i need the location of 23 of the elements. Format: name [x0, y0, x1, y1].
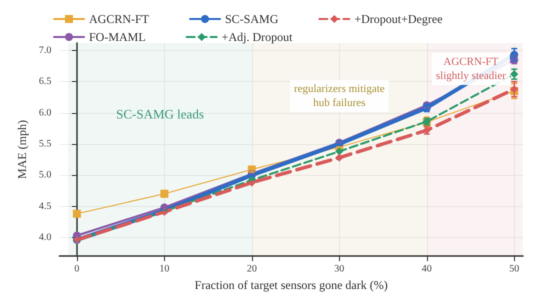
- legend-label: SC-SAMG: [225, 12, 279, 26]
- x-tick-label: 20: [246, 264, 257, 275]
- legend-label: FO-MAML: [89, 30, 146, 44]
- legend-label: AGCRN-FT: [89, 12, 150, 26]
- band-label: AGCRN-FT slightly steadier: [436, 56, 506, 82]
- x-tick-label: 50: [509, 264, 520, 275]
- y-tick-label: 6.5: [38, 76, 52, 88]
- y-tick-label: 7.0: [38, 44, 52, 56]
- y-axis-title: MAE (mph): [15, 120, 29, 180]
- x-tick-label: 30: [334, 264, 344, 275]
- y-tick-label: 4.0: [38, 232, 52, 243]
- legend-label: +Adj. Dropout: [222, 30, 294, 44]
- band-label: regularizers mitigate hub failures: [294, 83, 385, 109]
- legend-label: +Dropout+Degree: [354, 12, 443, 26]
- x-tick-label: 0: [74, 264, 80, 275]
- x-axis-title: Fraction of target sensors gone dark (%): [194, 278, 388, 292]
- y-tick-label: 5.5: [38, 138, 52, 150]
- y-tick-label: 4.5: [38, 200, 52, 212]
- y-tick-label: 5.0: [38, 170, 52, 181]
- band-label: SC-SAMG leads: [116, 106, 204, 122]
- y-tick-label: 6.0: [38, 107, 52, 118]
- x-tick-label: 40: [422, 264, 432, 275]
- x-tick-label: 10: [159, 264, 170, 275]
